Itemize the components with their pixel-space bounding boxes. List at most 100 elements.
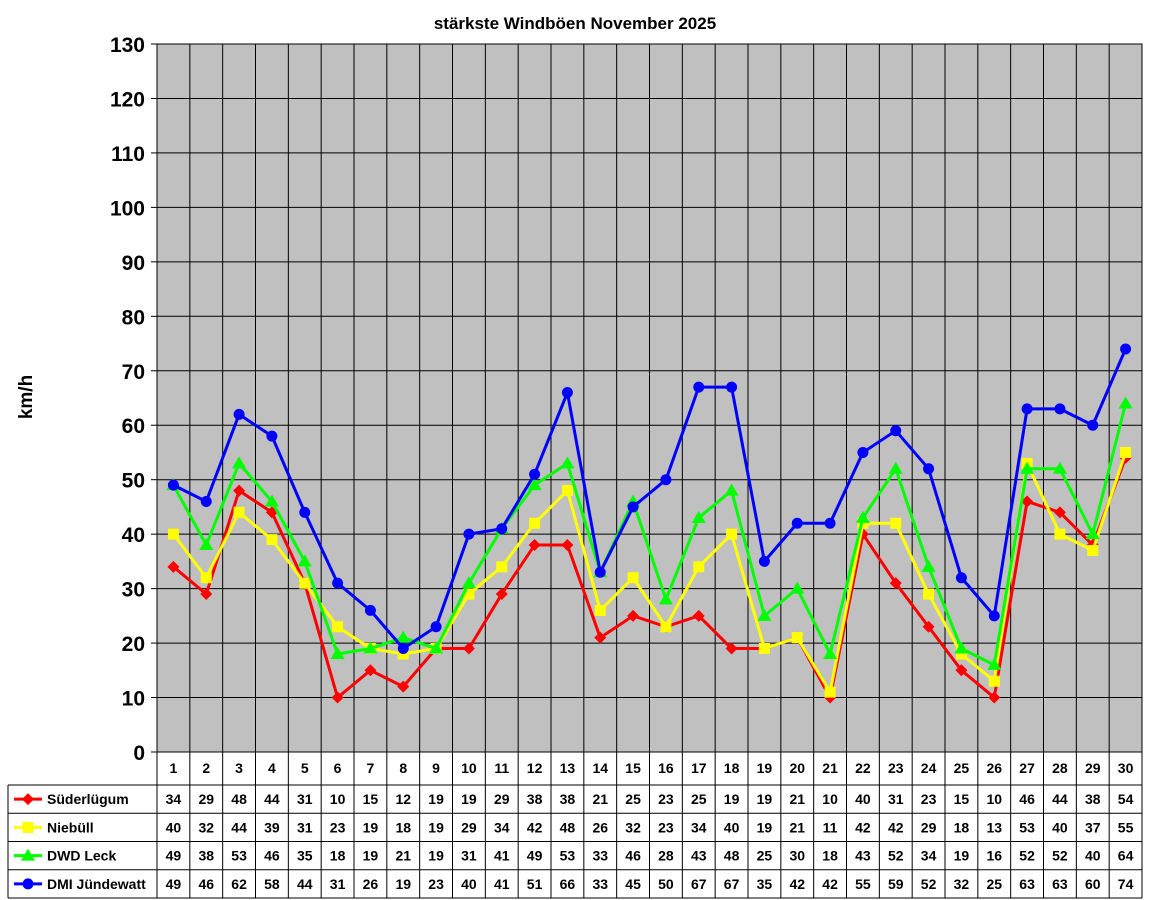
legend-label: DWD Leck [47, 848, 116, 864]
data-point [692, 609, 705, 622]
data-point [726, 528, 738, 540]
data-label: 74 [1118, 876, 1134, 892]
data-point [496, 561, 508, 573]
data-point [857, 446, 869, 458]
data-point [264, 494, 279, 507]
data-point [726, 381, 738, 393]
data-point [1052, 461, 1067, 474]
data-label: 31 [330, 876, 346, 892]
data-label: 21 [592, 791, 608, 807]
data-label: 31 [297, 791, 313, 807]
data-label: 42 [527, 819, 543, 835]
data-label: 18 [822, 848, 838, 864]
data-label: 58 [264, 876, 280, 892]
data-label: 51 [527, 876, 543, 892]
y-axis-label: km/h [16, 375, 37, 419]
data-label: 44 [231, 819, 247, 835]
x-tick-label: 29 [1085, 760, 1101, 776]
legend-entry-4: DMI Jündewatt [14, 876, 146, 892]
data-point [988, 691, 1001, 704]
y-tick-label: 0 [133, 742, 145, 765]
data-label: 49 [166, 848, 182, 864]
data-point [299, 506, 311, 518]
data-label: 15 [954, 791, 970, 807]
data-label: 19 [461, 791, 477, 807]
data-point [758, 555, 770, 567]
x-tick-label: 9 [432, 760, 440, 776]
data-label: 53 [560, 848, 576, 864]
data-label: 34 [166, 791, 182, 807]
data-point [331, 691, 344, 704]
data-point [1053, 506, 1066, 519]
y-tick-label: 120 [110, 88, 145, 111]
data-point [1120, 446, 1132, 458]
data-label: 41 [494, 876, 510, 892]
data-label: 52 [888, 848, 904, 864]
data-label: 46 [264, 848, 280, 864]
x-tick-label: 12 [527, 760, 543, 776]
y-tick-label: 40 [122, 524, 145, 547]
data-point [954, 641, 969, 654]
y-tick-label: 60 [122, 415, 145, 438]
data-label: 23 [428, 876, 444, 892]
data-point [1085, 527, 1100, 540]
legend-label: Süderlügum [47, 791, 129, 807]
data-point [22, 793, 34, 806]
data-point [627, 572, 639, 584]
data-label: 34 [494, 819, 510, 835]
x-tick-label: 6 [334, 760, 342, 776]
data-label: 13 [986, 819, 1002, 835]
data-point [330, 646, 345, 659]
plot-area: 0 10 20 30 40 50 60 70 80 90 100 110 120 130 [110, 34, 1143, 765]
data-point [199, 538, 214, 551]
data-point [463, 528, 475, 540]
data-point [627, 609, 640, 622]
data-label: 64 [1118, 848, 1134, 864]
data-point [923, 463, 935, 475]
data-point [725, 642, 738, 655]
data-point [923, 588, 935, 600]
data-point [561, 485, 573, 497]
data-label: 10 [986, 791, 1002, 807]
data-label: 25 [691, 791, 707, 807]
data-point [397, 643, 409, 655]
data-point [1120, 343, 1132, 355]
data-label: 30 [789, 848, 805, 864]
data-label: 44 [1052, 791, 1068, 807]
data-label: 11 [823, 819, 838, 835]
data-point [299, 577, 311, 589]
y-tick-label: 130 [110, 34, 145, 57]
data-point [955, 648, 967, 660]
data-point [824, 517, 836, 529]
data-label: 19 [757, 791, 773, 807]
data-label: 18 [330, 848, 346, 864]
data-point [955, 572, 967, 584]
series-line [172, 348, 1127, 651]
data-label: 19 [724, 791, 740, 807]
data-label: 31 [461, 848, 477, 864]
x-tick-label: 30 [1118, 760, 1134, 776]
data-point [200, 588, 213, 601]
data-point [890, 517, 902, 529]
data-point [758, 643, 770, 655]
data-label: 12 [395, 791, 411, 807]
data-label: 25 [986, 876, 1002, 892]
data-label: 40 [855, 791, 871, 807]
data-label: 63 [1019, 876, 1035, 892]
data-point [22, 821, 34, 833]
y-tick-label: 90 [122, 252, 145, 275]
data-label: 32 [198, 819, 214, 835]
data-point [594, 566, 606, 578]
data-label: 59 [888, 876, 904, 892]
data-point [496, 523, 508, 535]
data-label: 42 [855, 819, 871, 835]
data-point [430, 621, 442, 633]
series-4 [167, 343, 1132, 655]
data-label: 18 [395, 819, 411, 835]
data-label: 40 [1052, 819, 1068, 835]
data-label: 39 [264, 819, 280, 835]
data-point [233, 484, 246, 497]
data-point [658, 592, 673, 605]
data-point [955, 664, 968, 677]
data-point [233, 408, 245, 420]
